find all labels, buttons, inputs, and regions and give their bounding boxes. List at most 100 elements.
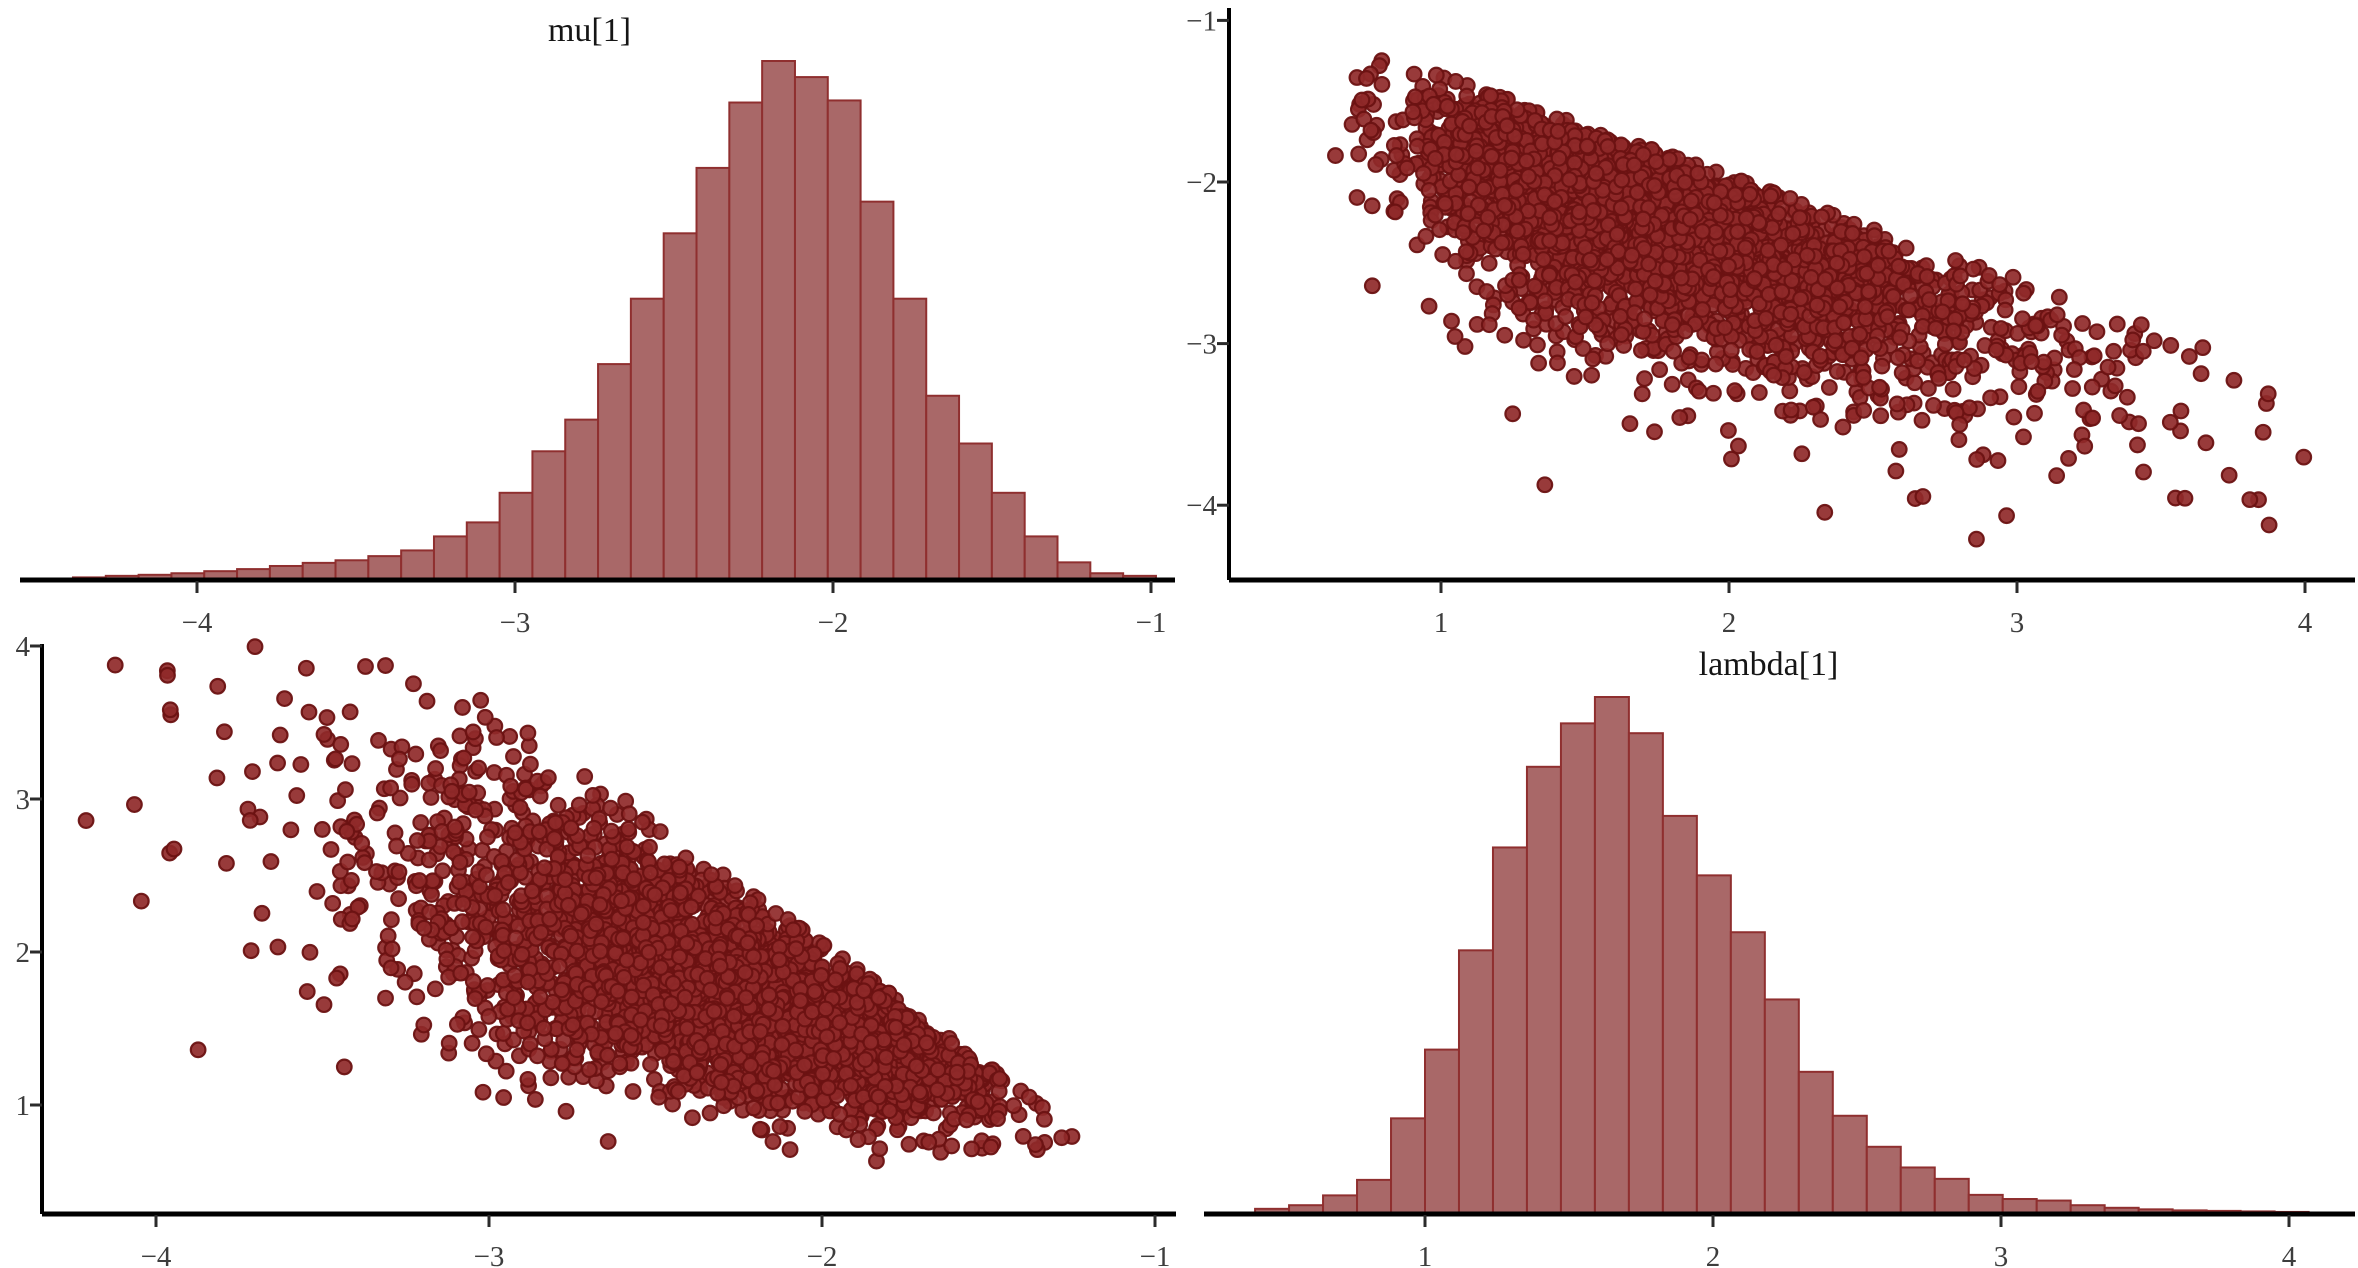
scatter-point: [2259, 385, 2277, 403]
scatter-point: [1671, 409, 1689, 426]
scatter-point: [2111, 407, 2129, 424]
scatter-point: [1773, 283, 1791, 301]
panel-mu-histogram: −4 −3 −2 −1 mu[1]: [0, 0, 1179, 634]
scatter-point: [1989, 452, 2007, 469]
x-tick-label: 1: [1434, 607, 1449, 634]
scatter-point: [77, 812, 95, 829]
scatter-point: [1694, 301, 1711, 318]
scatter-points: [1327, 52, 2313, 548]
scatter-point: [1964, 260, 1982, 278]
scatter-point: [1636, 310, 1653, 328]
scatter-point: [1536, 292, 1554, 310]
histogram-bar: [367, 555, 403, 581]
x-tick-label: 3: [2010, 607, 2025, 634]
scatter-point: [1611, 307, 1629, 325]
scatter-point: [1514, 245, 1532, 263]
histogram-bar: [958, 442, 993, 581]
scatter-point: [300, 703, 318, 721]
histogram-bar: [465, 521, 501, 581]
y-tick-label: −4: [1186, 490, 1217, 522]
scatter-point: [1689, 164, 1707, 182]
scatter-point: [1520, 167, 1537, 185]
scatter-point: [1890, 441, 1908, 458]
histogram-bar: [301, 561, 337, 581]
scatter-point: [1625, 156, 1643, 174]
scatter-point: [1518, 152, 1535, 170]
scatter-point: [1646, 272, 1664, 290]
scatter-point: [1869, 256, 1887, 274]
scatter-point: [1353, 91, 1371, 109]
scatter-point: [1507, 182, 1525, 199]
scatter-point: [2194, 339, 2212, 357]
scatter-point: [1748, 343, 1766, 360]
x-tick-label: −2: [818, 607, 849, 634]
scatter-point: [1721, 281, 1739, 299]
scatter-point: [1663, 375, 1681, 393]
scatter-point: [1515, 331, 1532, 349]
scatter-point: [1784, 225, 1802, 242]
scatter-point: [1835, 314, 1853, 332]
scatter-point: [2050, 288, 2068, 306]
scatter-point: [2241, 491, 2259, 509]
scatter-point: [1705, 194, 1723, 212]
scatter-point: [1467, 142, 1485, 160]
scatter-point: [1681, 210, 1699, 228]
scatter-point: [1770, 205, 1787, 223]
scatter-point: [1461, 117, 1479, 135]
scatter-point: [2260, 516, 2278, 534]
scatter-point: [1415, 164, 1432, 182]
histogram-bar: [990, 491, 1026, 582]
scatter-point: [2027, 317, 2045, 335]
scatter-point: [1549, 122, 1567, 140]
scatter-point: [570, 796, 588, 814]
scatter-point: [1987, 341, 2005, 359]
scatter-point: [370, 731, 387, 749]
scatter-point: [1858, 264, 1876, 282]
scatter-point: [1828, 363, 1846, 380]
y-tick-label: −1: [1186, 5, 1217, 37]
scatter-point: [1446, 328, 1464, 345]
scatter-point: [1373, 75, 1391, 93]
scatter-point: [557, 1102, 575, 1120]
scatter-point: [1693, 223, 1711, 240]
scatter-point: [1491, 161, 1509, 179]
scatter-point: [1586, 272, 1603, 290]
scatter-point: [2048, 306, 2066, 324]
scatter-point: [1716, 319, 1734, 337]
scatter-point: [1925, 396, 1942, 414]
scatter-point: [1525, 311, 1542, 329]
scatter-point: [1707, 355, 1725, 373]
scatter-point: [1682, 192, 1700, 210]
scatter-point: [1456, 338, 1474, 355]
scatter-point: [1646, 423, 1663, 441]
scatter-point: [1884, 288, 1902, 305]
scatter-point: [337, 781, 354, 799]
scatter-point: [1550, 149, 1568, 167]
histogram-bar: [498, 491, 534, 582]
scatter-point: [1574, 340, 1592, 357]
scatter-point: [1454, 224, 1472, 241]
scatter-point: [423, 886, 440, 903]
scatter-point: [1634, 146, 1652, 163]
scatter-point: [1811, 347, 1829, 365]
x-tick-label: −3: [500, 607, 531, 634]
scatter-point: [1816, 503, 1834, 521]
scatter-point: [215, 723, 233, 741]
scatter-point: [2005, 408, 2023, 426]
scatter-point: [1470, 196, 1487, 214]
scatter-point: [1720, 422, 1737, 439]
scatter-point: [2197, 434, 2215, 452]
scatter-point: [2060, 449, 2077, 467]
scatter-point: [2053, 326, 2071, 344]
scatter-point: [1746, 270, 1763, 287]
scatter-point: [391, 789, 409, 807]
scatter-point: [189, 1041, 207, 1059]
scatter-point: [2132, 316, 2150, 334]
scatter-point: [1831, 298, 1849, 316]
scatter-point: [1530, 354, 1548, 372]
histogram-bar: [597, 363, 632, 582]
scatter-point: [1641, 286, 1659, 304]
scatter-point: [1998, 507, 2015, 525]
scatter-point: [1439, 97, 1456, 115]
